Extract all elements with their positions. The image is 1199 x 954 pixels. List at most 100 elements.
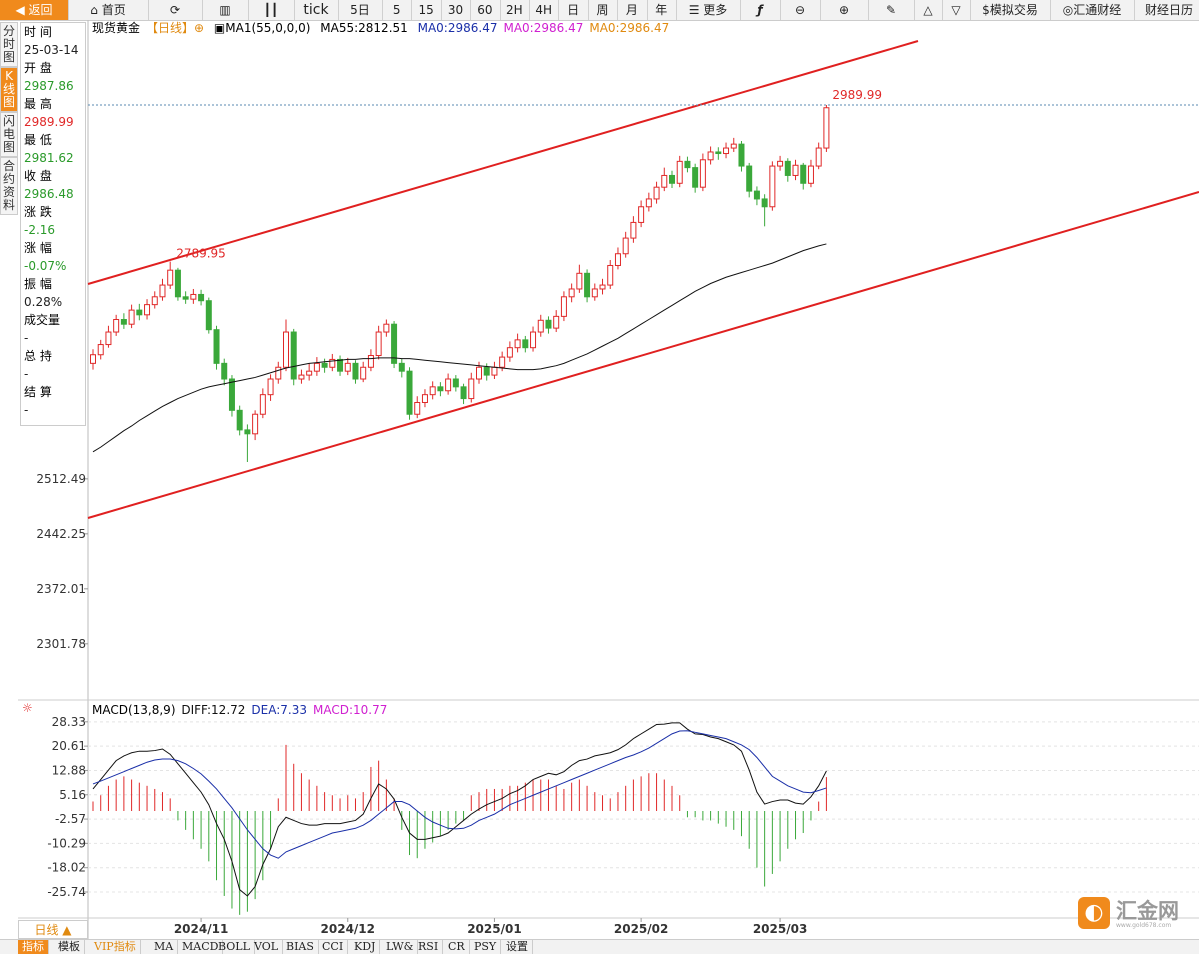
indicator-tab[interactable]: CCI [318, 940, 349, 954]
candle-body [313, 362, 320, 372]
y-tick-label: -2.57 [55, 812, 86, 826]
bar-icon[interactable]: ▥ [202, 0, 249, 20]
y-tick-label: -10.29 [47, 836, 86, 850]
logo-url: www.gold678.com [1116, 922, 1172, 929]
back-button[interactable]: ◀ 返回 [0, 0, 69, 20]
candle-body [476, 366, 482, 380]
indicator-tab[interactable]: 指标 [18, 940, 49, 954]
period-button[interactable]: 4H [529, 0, 560, 20]
legend: DIFF:12.72 DEA:7.33 MACD:10.77 [181, 703, 393, 717]
channel-line [87, 191, 1199, 519]
label: MA55: [320, 21, 359, 35]
indicator-tab[interactable]: 模板 [54, 940, 85, 954]
y-tick-label: 2372.01 [36, 582, 86, 596]
period-button[interactable]: 5 [382, 0, 413, 20]
candle-body [97, 344, 104, 356]
link[interactable]: $模拟交易 [970, 0, 1051, 20]
more-button[interactable]: ☰ 更多 [676, 0, 741, 20]
indicator-tab[interactable]: 设置 [502, 940, 533, 954]
period-button[interactable]: 周 [588, 0, 619, 20]
candle-body [283, 331, 289, 368]
info-label: 总 持 [24, 349, 52, 363]
indicator-tab[interactable]: VOL [250, 940, 284, 954]
side-tab[interactable]: K线图 [0, 67, 18, 112]
period-selector[interactable]: 日线 ▲ [18, 920, 88, 939]
candle-icon[interactable]: ┃┃ [248, 0, 295, 20]
candle-body [753, 190, 760, 200]
candle-body [406, 370, 413, 415]
candle-body [120, 319, 127, 325]
label: MA0: [503, 21, 534, 35]
period-button[interactable]: 15 [411, 0, 442, 20]
indicator-tab[interactable]: BOLL [214, 940, 255, 954]
candle-body [707, 151, 714, 161]
y-tick-label: 2442.25 [36, 527, 86, 541]
candle-body [144, 304, 151, 316]
period-button[interactable]: 5日 [338, 0, 383, 20]
period-button[interactable]: 日 [558, 0, 589, 20]
info-value: 2987.86 [24, 79, 74, 93]
indicator-tab[interactable]: MA [150, 940, 179, 954]
indicator-tab[interactable]: VIP指标 [90, 940, 141, 954]
macd-header: MACD(13,8,9) DIFF:12.72 DEA:7.33 MACD:10.7… [92, 703, 399, 717]
candle-body [645, 198, 652, 208]
zoom-in[interactable]: ⊕ [820, 0, 869, 20]
channel-line [87, 40, 919, 285]
candle-body [136, 309, 143, 316]
candle-body [591, 288, 598, 298]
candle-body [599, 284, 606, 290]
period-button[interactable]: 30 [441, 0, 472, 20]
indicator-tab[interactable]: CR [444, 940, 470, 954]
link[interactable]: ◎汇通财经 [1050, 0, 1135, 20]
period-button[interactable]: 月 [617, 0, 648, 20]
period-button[interactable]: tick [294, 0, 339, 20]
side-tab[interactable]: 合约资料 [0, 157, 18, 215]
candle-body [298, 374, 305, 380]
draw-icon[interactable]: ✎ [868, 0, 915, 20]
period-button[interactable]: 60 [470, 0, 501, 20]
value: 10.77 [353, 703, 388, 717]
candle-body [236, 409, 243, 431]
x-tick-label: 2025/01 [467, 922, 521, 936]
legend-item: MACD:10.77 [313, 703, 387, 717]
indicator-tab[interactable]: BIAS [282, 940, 319, 954]
candle-body [800, 164, 807, 184]
candle-body [730, 143, 737, 149]
candle-body [638, 206, 645, 223]
indicator-tab[interactable]: PSY [470, 940, 502, 954]
candle-body [167, 269, 174, 286]
refresh-button[interactable]: ⟳ [148, 0, 203, 20]
value: 2812.51 [358, 21, 408, 35]
candle-body [684, 160, 691, 169]
candle-body [823, 107, 830, 149]
ma-line [92, 243, 827, 453]
high-label: 2989.99 [832, 88, 882, 102]
ma0-item: MA0:2986.47 [503, 21, 583, 35]
indicator-tab[interactable]: KDJ [350, 940, 381, 954]
candle-body [576, 272, 583, 290]
candle-body [537, 319, 544, 333]
side-tab[interactable]: 闪电图 [0, 112, 18, 157]
candle-body [228, 378, 235, 411]
zoom-out[interactable]: ⊖ [780, 0, 821, 20]
indicator-tab[interactable]: LW& [382, 940, 419, 954]
info-label: 收 盘 [24, 169, 52, 183]
period-button[interactable]: 年 [647, 0, 677, 20]
value: 2986.47 [447, 21, 498, 35]
link[interactable]: 财经日历 [1134, 0, 1199, 20]
period-button[interactable]: 2H [500, 0, 530, 20]
dea-line [92, 730, 827, 859]
home-button[interactable]: ⌂ 首页 [68, 0, 149, 20]
candle-body [553, 315, 560, 329]
candle-body [352, 362, 359, 380]
candle-body [622, 237, 629, 255]
side-tab[interactable]: 分时图 [0, 22, 18, 67]
down-icon[interactable]: ▽ [942, 0, 971, 20]
candle-body [344, 362, 351, 372]
formula-icon[interactable]: ƒ [740, 0, 781, 20]
label: MA0: [417, 21, 448, 35]
indicator-tab[interactable]: RSI [414, 940, 444, 954]
up-icon[interactable]: △ [914, 0, 943, 20]
candle-body [290, 331, 297, 380]
indicator-tab[interactable]: MACD [178, 940, 224, 954]
